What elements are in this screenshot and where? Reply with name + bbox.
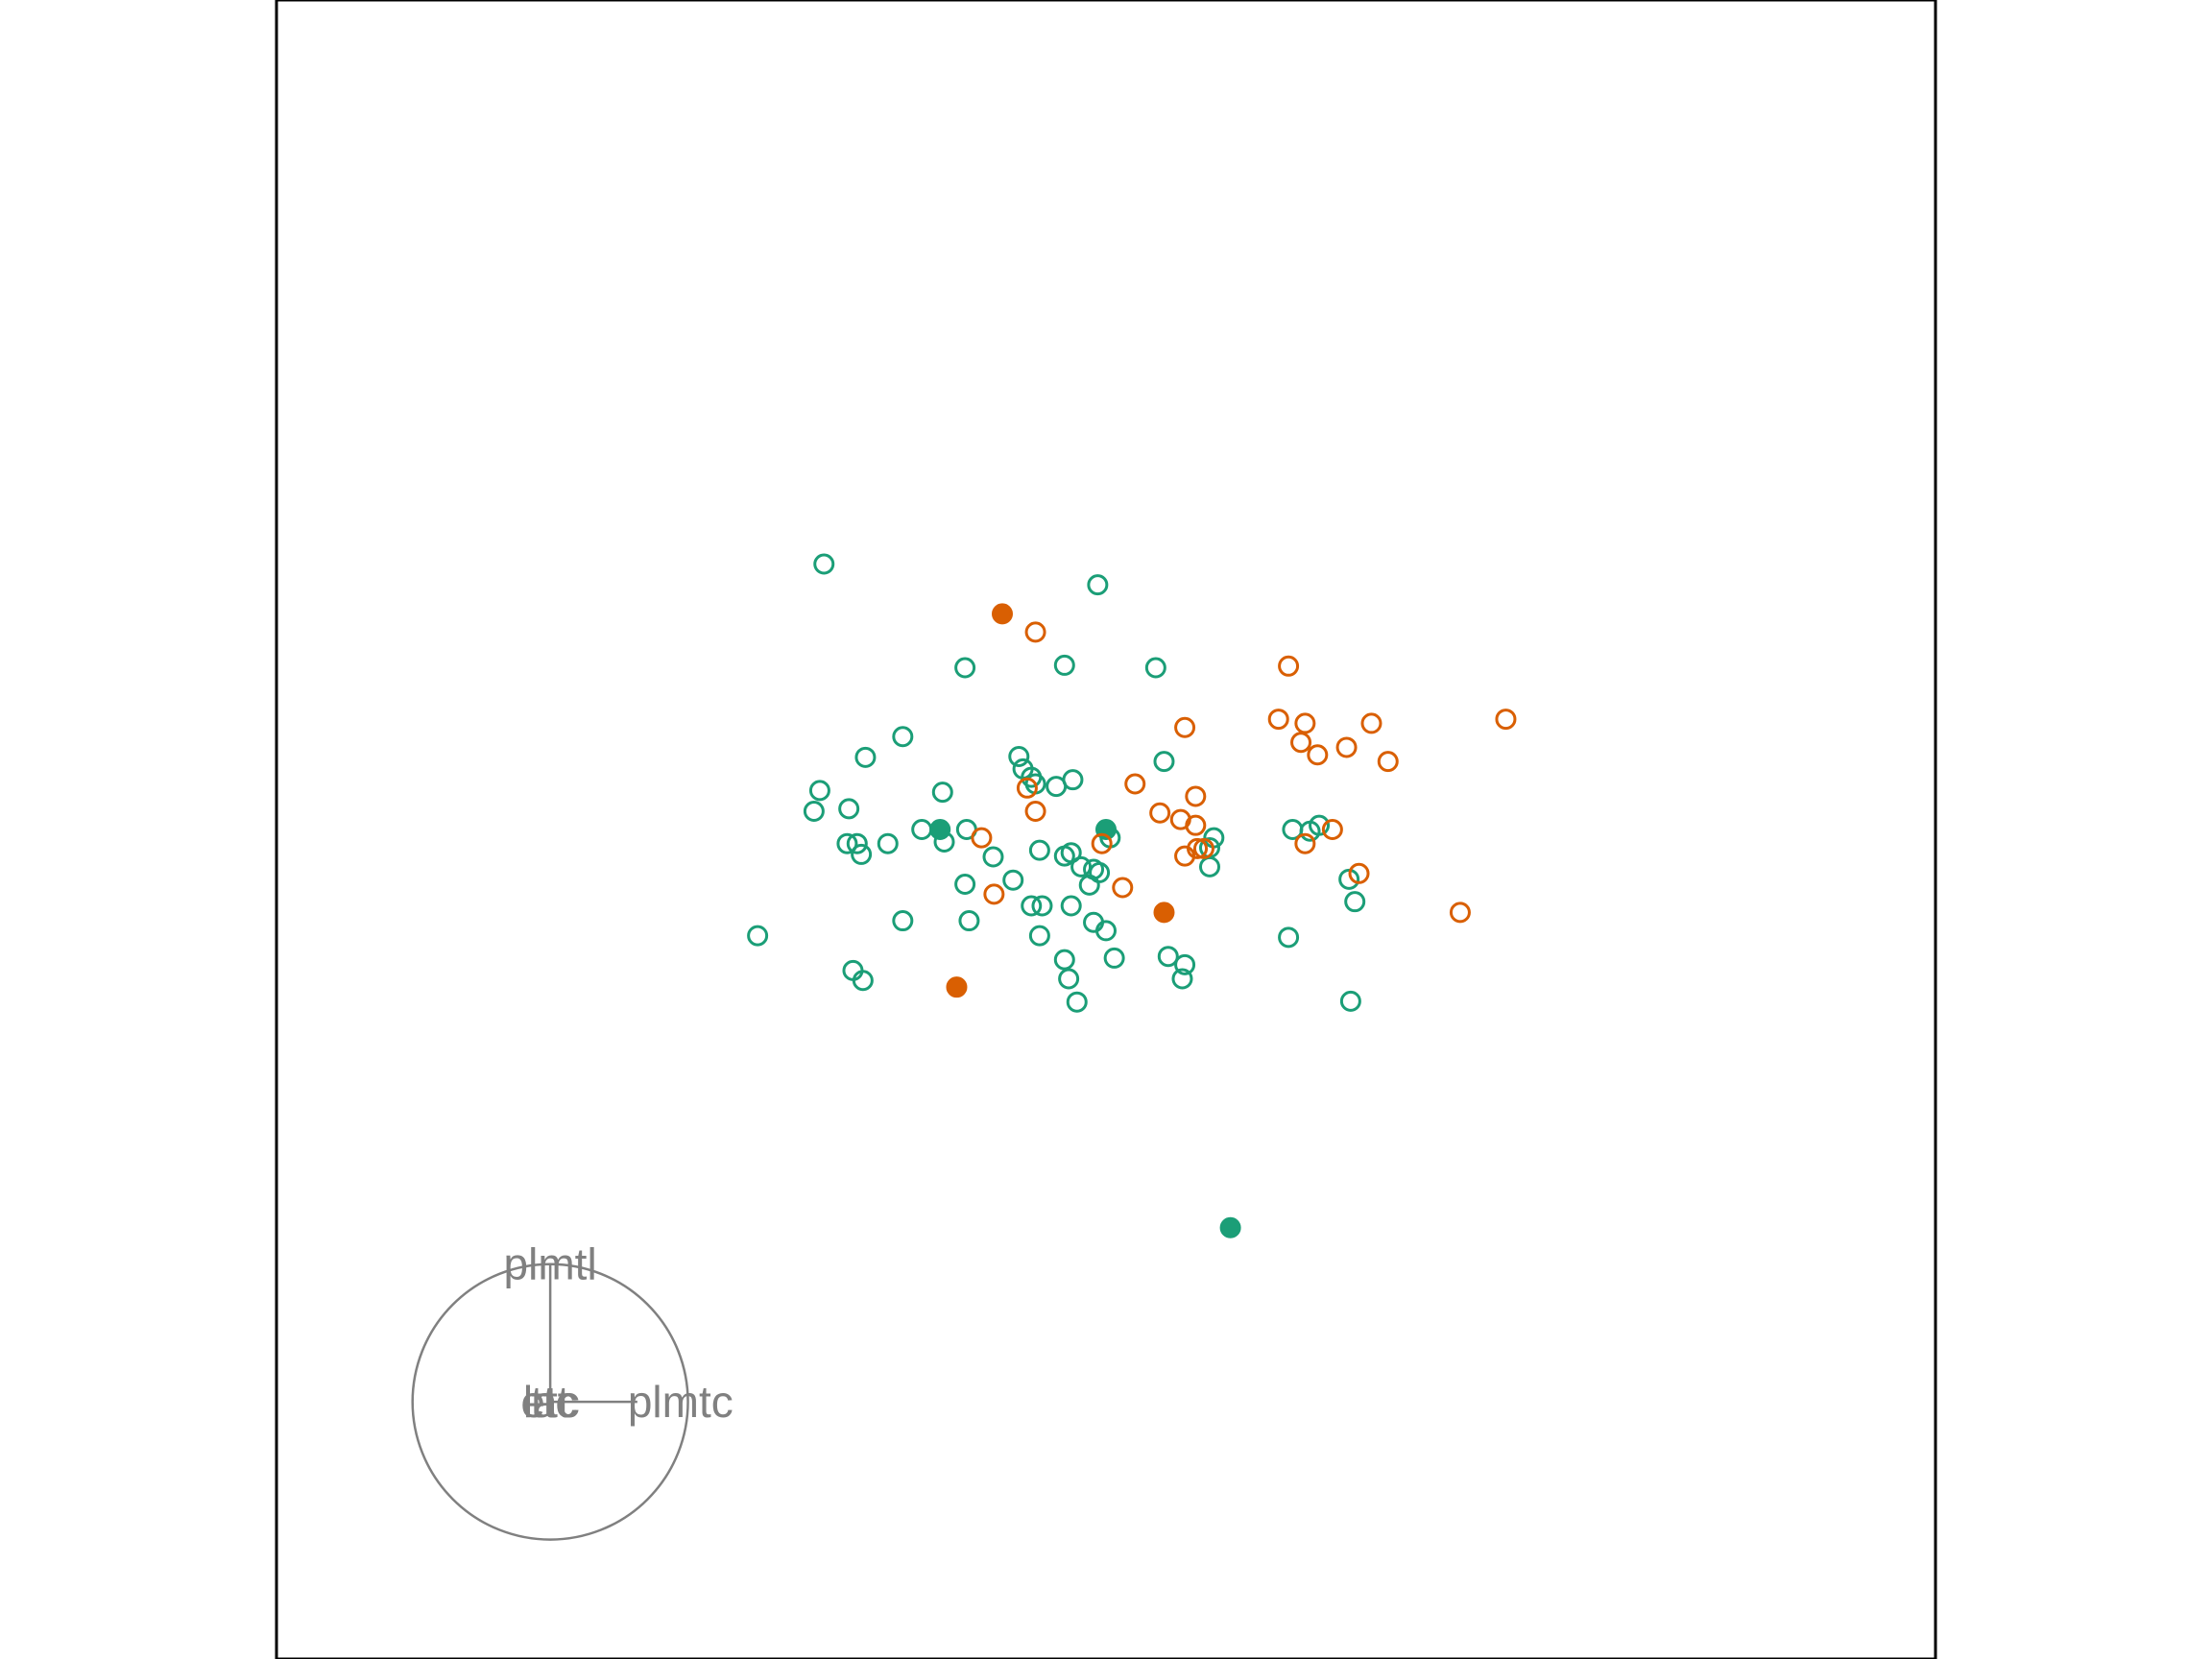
data-point [1335,736,1358,758]
data-point [747,925,769,947]
data-point [1103,947,1125,969]
data-point [846,832,868,854]
data-point [877,832,899,854]
data-point [954,657,976,679]
data-point [1066,991,1088,1013]
data-point [1267,709,1289,731]
data-point [854,746,877,768]
data-point [813,553,835,575]
data-point [1028,925,1050,947]
data-point [1278,655,1300,677]
data-point [983,883,1005,905]
data-point [1348,862,1370,884]
data-point [1153,751,1175,773]
data-point [1021,895,1043,917]
data-point [838,798,860,820]
data-point [1157,946,1179,968]
biplot-axis-label: plmtl [504,1239,597,1289]
data-point [1290,732,1312,754]
data-point [1174,953,1196,975]
data-point [1058,968,1080,990]
data-point [1174,716,1196,738]
data-point [842,959,864,981]
data-point [1278,926,1300,949]
data-point [1046,776,1068,798]
data-point [1192,837,1214,859]
data-point [803,800,825,822]
data-point [1149,802,1171,824]
data-point [1307,744,1329,766]
data-point [1095,920,1117,942]
data-point [1124,773,1146,795]
data-point [1449,902,1471,924]
data-point [1344,891,1366,913]
data-point [1185,814,1207,836]
data-point [1016,777,1038,799]
data-point [954,874,976,896]
data-point [1187,837,1209,859]
data-point-filled [946,976,968,998]
data-point [1053,845,1075,867]
data-point [1299,820,1321,842]
data-point [1185,785,1207,807]
data-point [971,827,993,849]
biplot-center-label: etc [520,1377,579,1427]
data-point [1024,800,1046,822]
data-point [1053,654,1075,676]
data-point [1028,839,1050,861]
data-point-filled [1219,1216,1241,1238]
biplot-axis-label: plmtc [628,1377,733,1427]
data-point [1053,949,1075,971]
data-point-filled [929,819,951,840]
data-point [931,781,953,804]
data-point [1024,621,1046,643]
plot-frame [275,0,1937,1659]
data-point [1060,895,1082,917]
data-point [836,832,858,854]
data-point-filled [1153,902,1175,924]
data-point [1199,855,1220,878]
data-point [1377,751,1399,773]
data-point [1089,861,1111,883]
data-point [892,910,914,932]
data-point-filled [992,603,1013,625]
data-point [1339,990,1361,1012]
data-point [1495,709,1517,731]
data-point [851,843,873,865]
data-point [1087,574,1109,596]
data-point [808,780,830,802]
data-point [1294,832,1316,854]
data-point [911,819,933,840]
biplot-center-label: lat [523,1377,570,1427]
data-point [1360,712,1382,734]
data-point [852,970,874,992]
data-point [1002,869,1024,891]
data-point [1112,877,1134,899]
data-point [1171,968,1193,990]
data-point [1144,657,1166,679]
data-point [1294,712,1316,734]
biplot-center-label: ttc [531,1377,578,1427]
data-point [982,846,1004,868]
data-point [1008,745,1030,767]
data-point [892,726,914,748]
data-point [1031,895,1053,917]
points-layer [747,553,1517,1238]
data-point [1091,832,1113,854]
data-point [1078,874,1100,896]
data-point [1321,819,1343,840]
data-point [958,910,980,932]
data-point [1070,855,1093,878]
